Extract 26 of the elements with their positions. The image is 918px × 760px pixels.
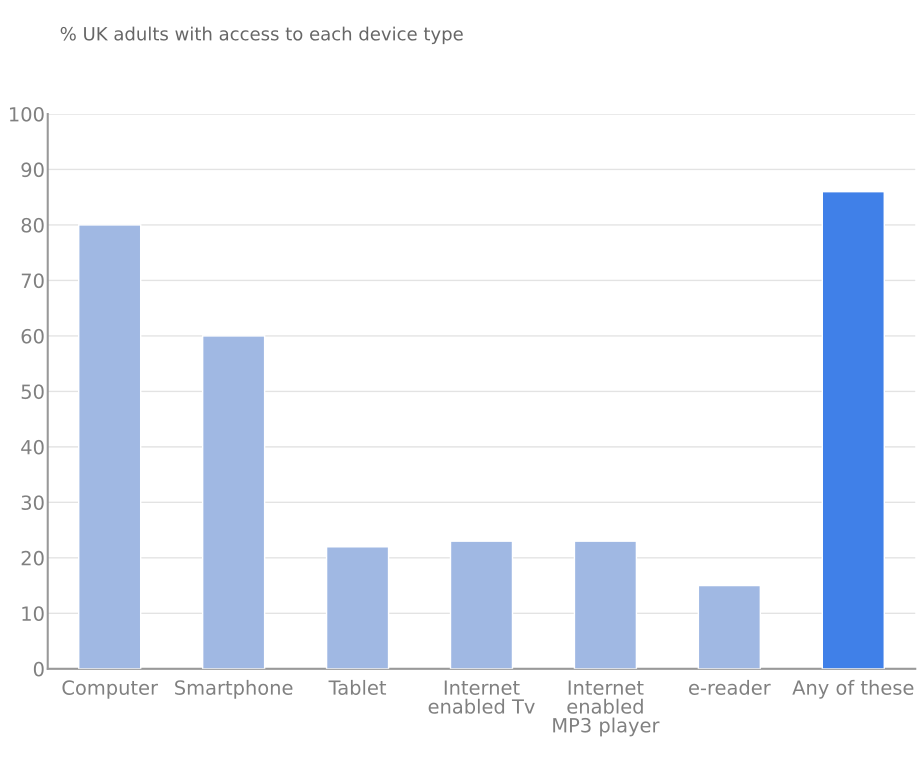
x-tick-label: e-reader	[689, 680, 771, 695]
x-tick-label: Internet enabled Tv	[428, 680, 535, 714]
bar	[326, 546, 390, 669]
y-tick-label: 60	[22, 328, 44, 344]
y-tick-label: 30	[22, 495, 44, 510]
chart-title: % UK adults with access to each device type	[60, 26, 463, 44]
bar	[822, 190, 885, 669]
x-tick-label: Internet enabled MP3 player	[553, 680, 660, 736]
x-tick-label: Computer	[62, 680, 158, 699]
y-tick-label: 100	[10, 106, 44, 122]
x-tick-label: Smartphone	[175, 680, 292, 699]
y-tick-label: 40	[21, 440, 44, 455]
bar	[450, 540, 514, 669]
y-tick-label: 70	[22, 273, 44, 288]
y-tick-label: 90	[21, 162, 44, 178]
y-tick-label: 0	[34, 662, 44, 676]
bar	[78, 224, 142, 669]
bar	[202, 335, 266, 669]
y-tick-label: 80	[22, 218, 44, 233]
x-tick-label: Tablet	[328, 680, 386, 695]
bar	[574, 540, 638, 669]
y-tick-label: 50	[22, 384, 44, 400]
x-tick-label: Any of these	[792, 680, 914, 699]
bar	[698, 584, 762, 669]
y-tick-label: 20	[22, 550, 44, 566]
y-tick-label: 10	[22, 606, 44, 621]
